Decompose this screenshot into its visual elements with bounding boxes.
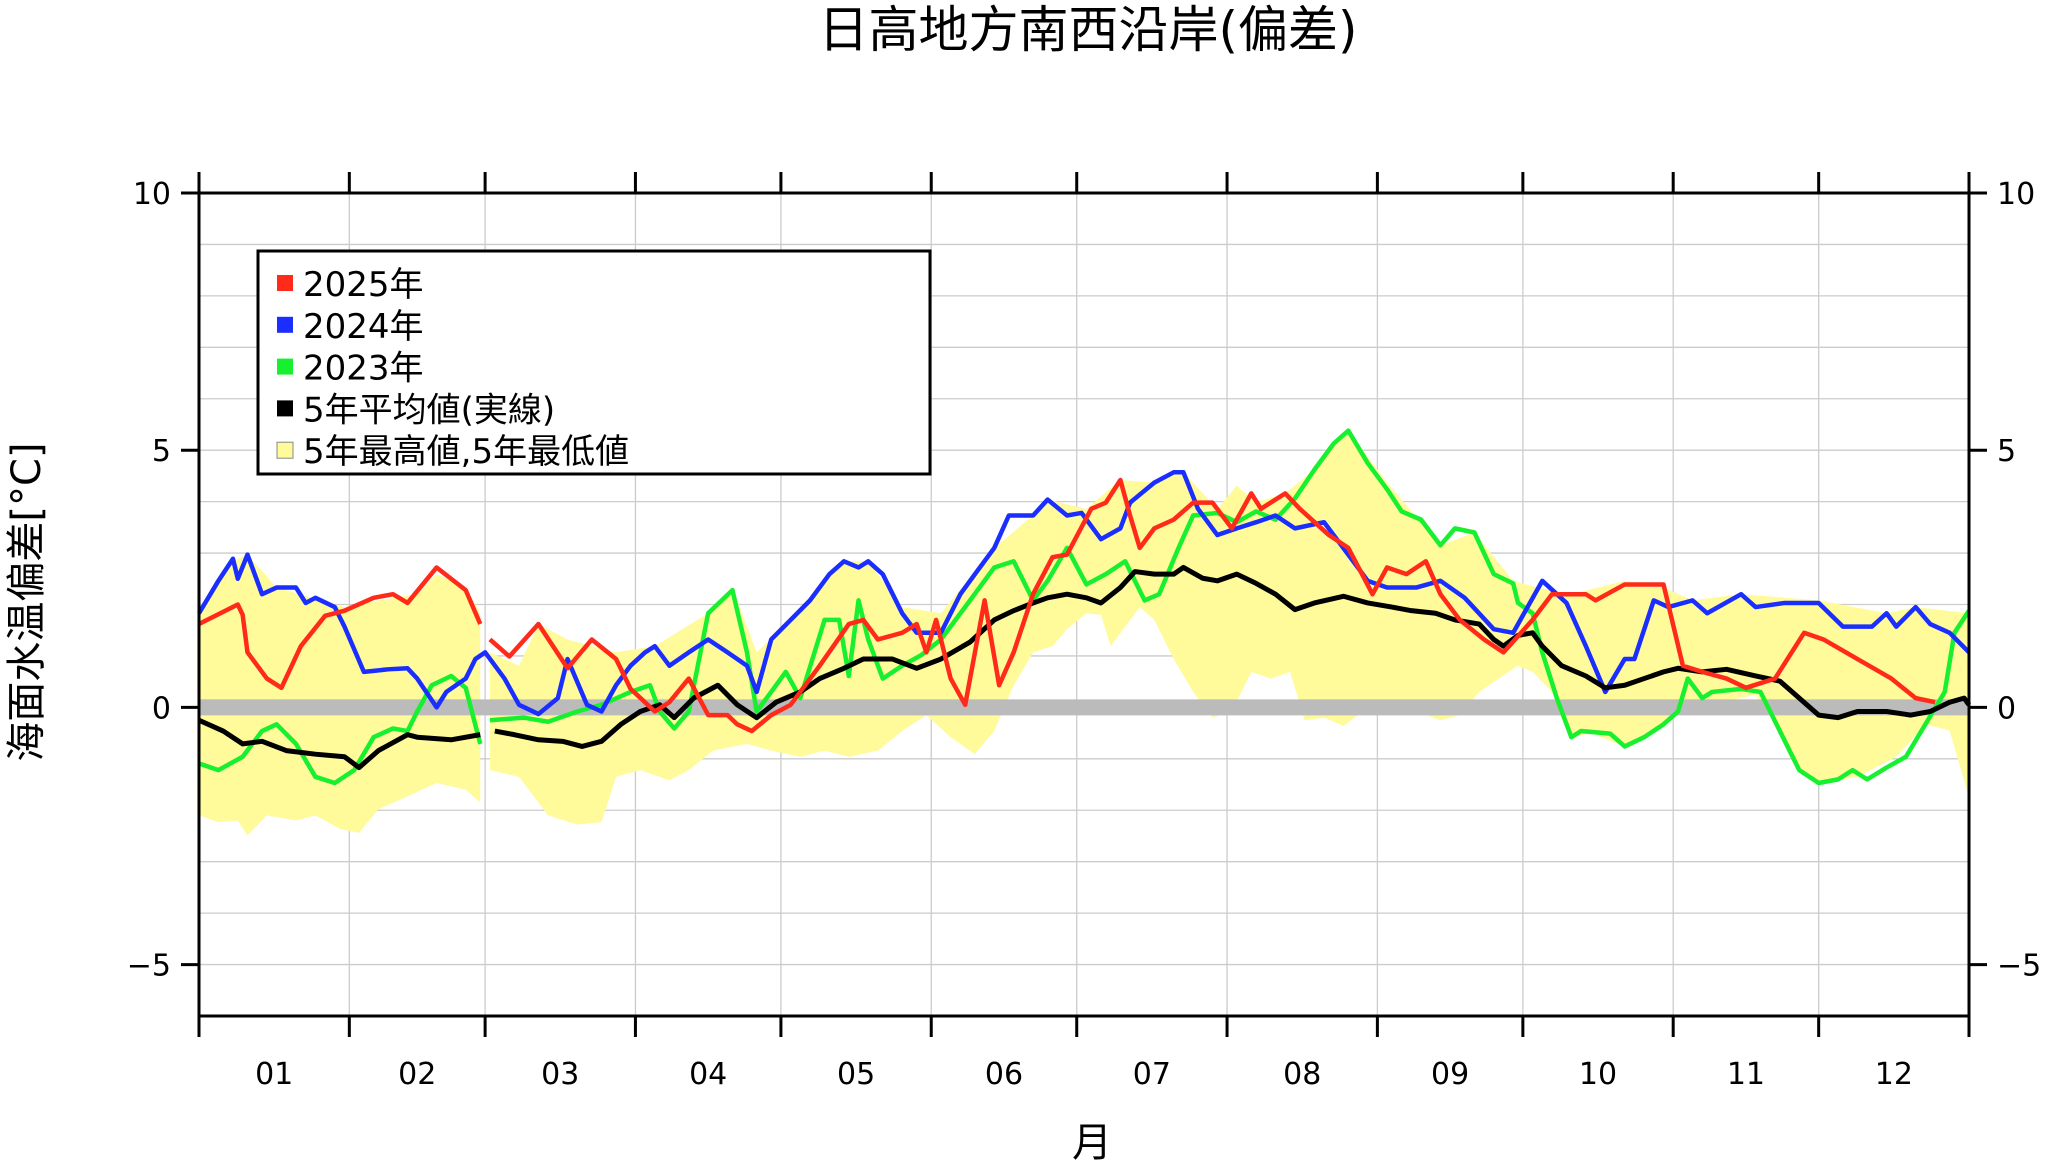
tick-labels: 10 10 5 5 0 0 −5 −5 01 02 03 04 05 06 07 08 09 10 11 12 [127,177,2041,1092]
legend-swatch [277,275,293,291]
x-tick-label-month: 01 [255,1057,293,1092]
axes [181,172,1987,1037]
series-line-5年平均値(実線) [494,564,1972,749]
max-min-band [199,430,1970,836]
legend-swatch [277,316,293,333]
y-tick-label-right: 10 [1997,177,2035,212]
x-tick-label-month: 04 [689,1057,727,1092]
band-area [199,554,481,836]
legend-label: 5年最高値,5年最低値 [303,432,629,472]
y-tick-label-left: 0 [152,691,171,726]
x-axis-label: 月 [1072,1120,1112,1166]
legend-label: 2024年 [303,307,424,347]
legend-label: 2023年 [303,349,424,389]
series-lines [197,428,1972,786]
x-tick-label-month: 05 [837,1057,875,1092]
chart-title: 日高地方南西沿岸(偏差) [818,1,1357,59]
series-line-2024年 [197,470,1971,717]
x-tick-label-month: 02 [398,1057,436,1092]
series-line-5年平均値(実線) [197,717,481,771]
x-tick-label-month: 12 [1875,1057,1913,1092]
y-tick-label-left: −5 [127,949,171,984]
y-tick-label-right: −5 [1997,949,2041,984]
series-line-2025年 [488,477,1936,734]
y-tick-label-right: 5 [1997,434,2016,469]
y-tick-label-right: 0 [1997,691,2016,726]
legend-label: 2025年 [303,265,424,305]
legend-box [256,249,932,476]
legend-swatch [277,400,293,417]
series-line-2023年 [198,673,483,786]
x-tick-label-month: 08 [1283,1057,1321,1092]
x-tick-label-month: 09 [1431,1057,1469,1092]
x-tick-label-month: 03 [541,1057,579,1092]
x-tick-label-month: 07 [1133,1057,1171,1092]
x-tick-label-month: 06 [985,1057,1023,1092]
series-line-2025年 [197,565,483,691]
plot-frame [197,191,1971,1018]
y-axis-label: 海面水温偏差[°C] [4,442,50,761]
band-area [489,430,1970,825]
zero-reference-line [199,699,1969,716]
legend-swatch [277,358,293,375]
series-line-2023年 [489,428,1971,786]
x-tick-label-month: 11 [1727,1057,1765,1092]
legend-swatch [276,441,294,459]
y-tick-label-left: 5 [152,434,171,469]
legend-label: 5年平均値(実線) [303,390,555,430]
x-tick-label-month: 10 [1579,1057,1617,1092]
y-tick-label-left: 10 [133,177,171,212]
